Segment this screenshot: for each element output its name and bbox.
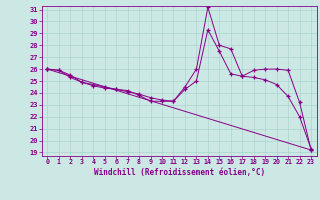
X-axis label: Windchill (Refroidissement éolien,°C): Windchill (Refroidissement éolien,°C) — [94, 168, 265, 177]
